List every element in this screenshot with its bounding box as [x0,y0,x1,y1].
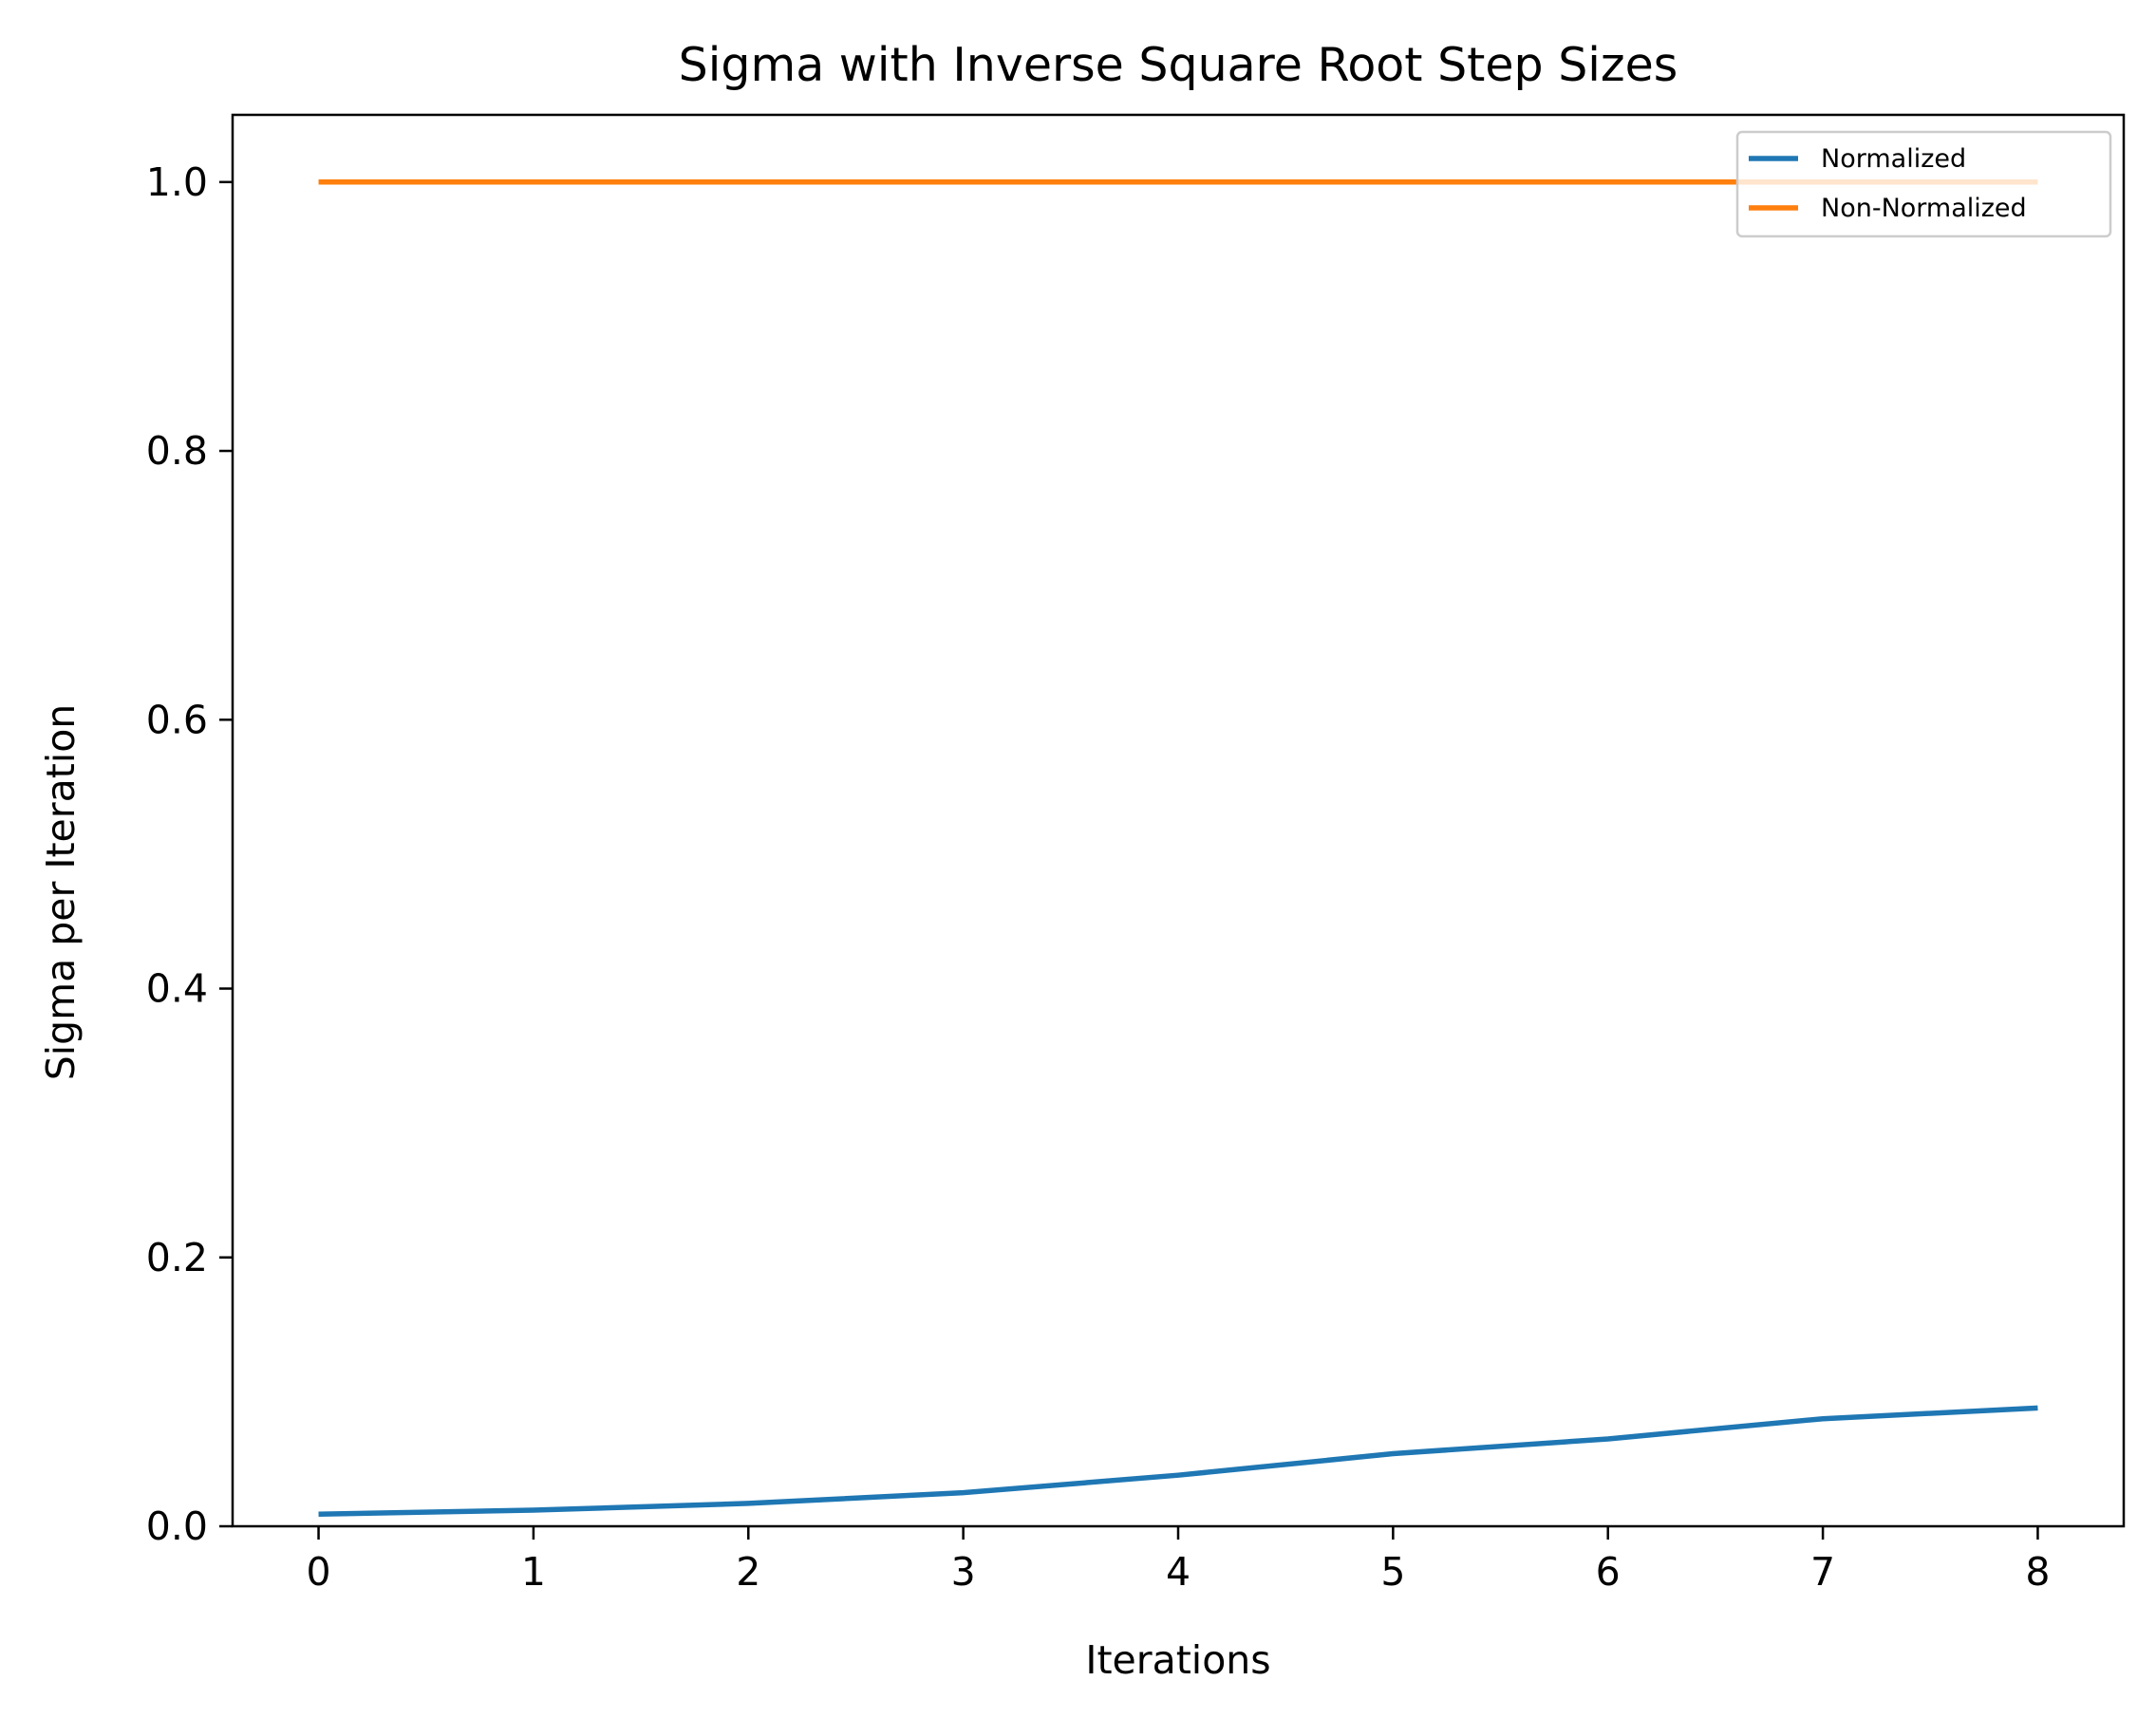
legend: Normalized Non-Normalized [1735,130,2112,238]
x-tick-label: 8 [2025,1549,2050,1595]
y-tick-label: 0.2 [146,1235,208,1280]
x-tick-label: 1 [521,1549,546,1595]
x-axis-label: Iterations [1085,1637,1270,1683]
y-axis-label: Sigma per Iteration [38,704,84,1081]
x-tick-label: 5 [1380,1549,1405,1595]
x-tick-label: 0 [306,1549,330,1595]
y-tick-label: 0.8 [146,428,208,474]
x-tick-label: 7 [1810,1549,1835,1595]
chart-title: Sigma with Inverse Square Root Step Size… [679,38,1678,92]
x-tick-label: 4 [1166,1549,1190,1595]
legend-label-normalized: Normalized [1821,144,1966,174]
legend-box [1735,130,2112,238]
axes-frame [231,113,2126,1528]
x-tick-label: 3 [951,1549,976,1595]
series-line-normalized [318,1405,2038,1517]
x-tick-label: 6 [1596,1549,1621,1595]
y-tick-label: 0.4 [146,966,208,1012]
y-axis: 0.0 0.2 0.4 0.6 0.8 1.0 [146,159,233,1549]
y-tick-label: 0.6 [146,697,208,742]
x-tick-label: 2 [736,1549,760,1595]
y-tick-label: 1.0 [146,159,208,205]
y-tick-label: 0.0 [146,1503,208,1549]
legend-label-non-normalized: Non-Normalized [1821,194,2027,223]
x-axis: 0 1 2 3 4 5 6 7 8 [306,1526,2051,1595]
